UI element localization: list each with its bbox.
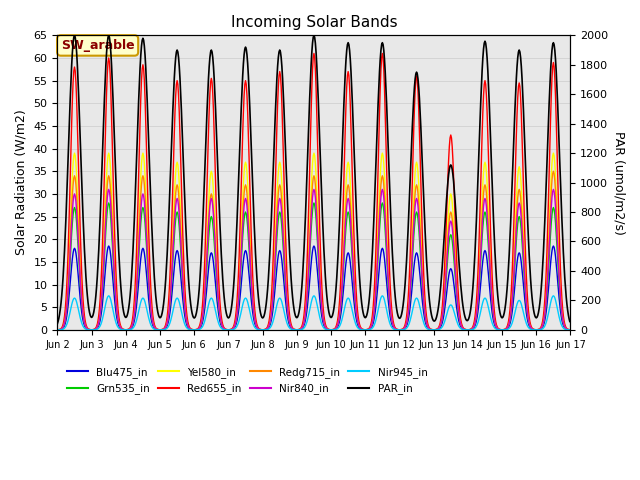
Title: Incoming Solar Bands: Incoming Solar Bands	[230, 15, 397, 30]
Legend: Blu475_in, Grn535_in, Yel580_in, Red655_in, Redg715_in, Nir840_in, Nir945_in, PA: Blu475_in, Grn535_in, Yel580_in, Red655_…	[63, 363, 431, 398]
Text: SW_arable: SW_arable	[61, 39, 134, 52]
Y-axis label: Solar Radiation (W/m2): Solar Radiation (W/m2)	[15, 110, 28, 255]
Y-axis label: PAR (umol/m2/s): PAR (umol/m2/s)	[612, 131, 625, 235]
